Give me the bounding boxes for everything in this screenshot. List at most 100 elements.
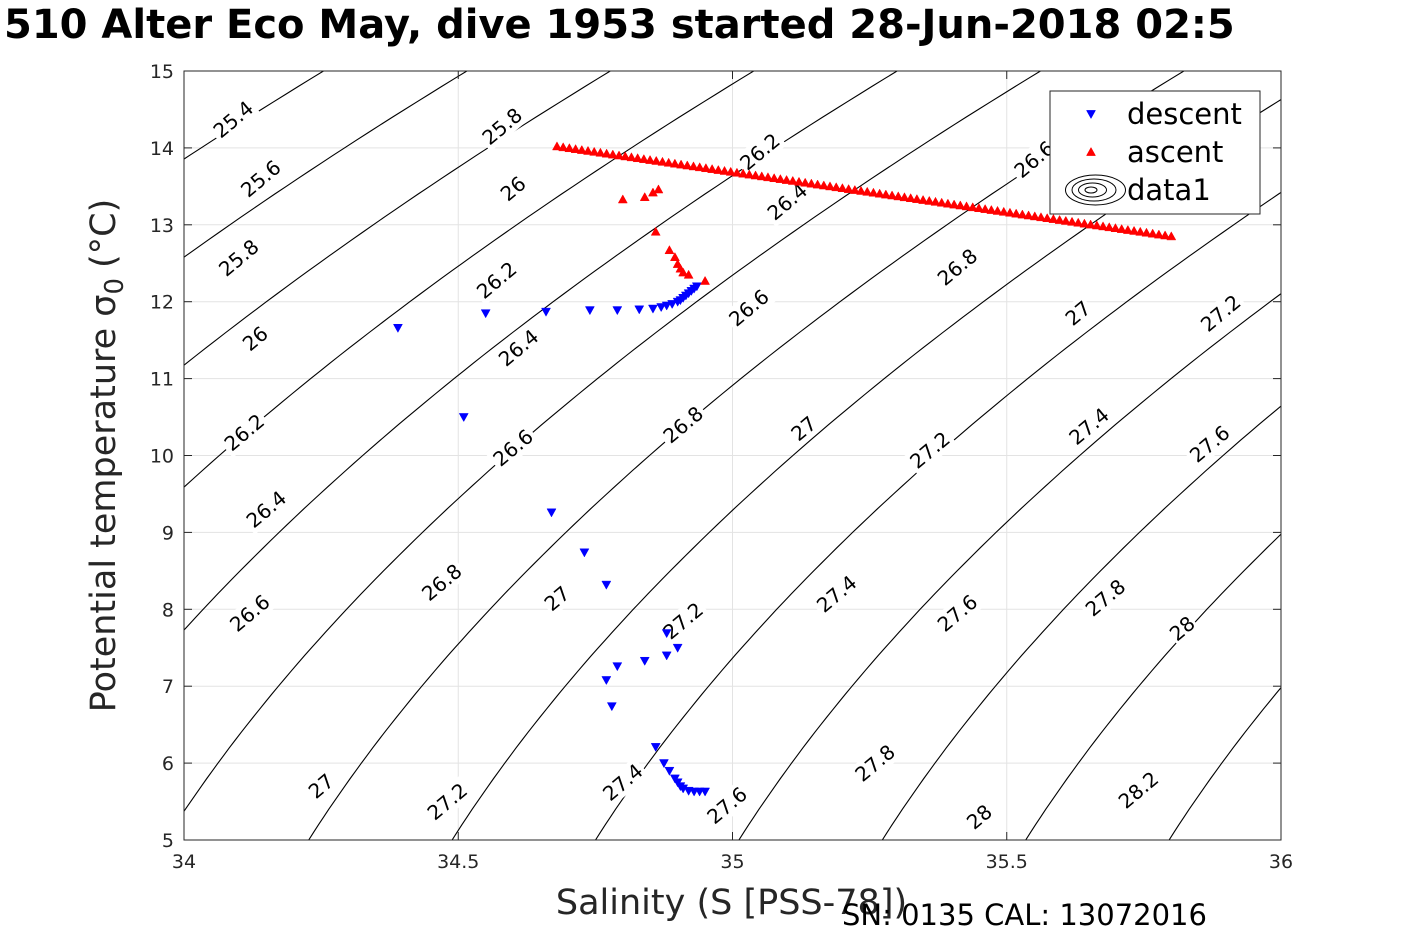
contour-line (1168, 686, 1281, 840)
contour-label: 28 (1163, 610, 1201, 647)
descent-point (700, 787, 710, 797)
ascent-point (961, 201, 972, 211)
contour-label-text: 27 (1061, 296, 1096, 331)
ascent-point (837, 183, 848, 193)
ascent-point (818, 180, 829, 190)
contour-line (184, 71, 754, 488)
contour-label: 26 (236, 320, 274, 357)
descent-point (601, 676, 612, 686)
descent-point (650, 743, 661, 752)
ascent-point (719, 165, 730, 175)
chart-title: 510 Alter Eco May, dive 1953 started 28-… (4, 2, 1235, 48)
descent-point (667, 300, 678, 310)
y-tick-label: 14 (150, 138, 174, 160)
contour-label-text: 26 (496, 171, 531, 206)
descent-point (634, 305, 645, 315)
ascent-point (620, 151, 631, 161)
ascent-point (645, 154, 655, 164)
ascent-point (744, 169, 755, 179)
ascent-point (856, 185, 866, 195)
x-tick-label: 36 (1269, 851, 1293, 873)
ascent-point (843, 184, 854, 193)
y-tick-label: 9 (162, 522, 174, 544)
contour-label: 27.2 (656, 595, 710, 647)
legend-contour-marker (1065, 174, 1126, 206)
legend-box (1049, 90, 1261, 215)
ascent-point (880, 189, 891, 199)
contour-label-bg (722, 282, 776, 334)
ascent-point (1005, 207, 1015, 217)
ascent-point (1023, 210, 1034, 220)
contour-label: 27 (538, 580, 576, 617)
ascent-point (607, 149, 618, 159)
contour-label-bg (1163, 610, 1201, 647)
ascent-point (874, 188, 885, 198)
ascent-point (570, 144, 581, 153)
descent-point (541, 307, 551, 317)
legend-ascent-marker (1086, 146, 1096, 156)
x-axis-label: Salinity (S [PSS-78]) (556, 883, 907, 923)
contour-label-bg (236, 320, 274, 357)
ascent-point (868, 187, 879, 197)
descent-point (656, 303, 667, 313)
contour-label: 26.8 (414, 557, 469, 608)
ascent-point (576, 144, 587, 154)
contour-label: 25.4 (206, 94, 261, 145)
ascent-point (669, 252, 680, 261)
ascent-point (676, 159, 687, 169)
contour-label: 25.8 (211, 232, 266, 284)
contour-label-text: 27 (786, 411, 821, 446)
contour-label-bg (733, 126, 787, 178)
ascent-point (1147, 228, 1158, 238)
contour-label-text: 27 (540, 581, 575, 616)
ascent-point (589, 146, 600, 156)
ascent-point (924, 195, 935, 205)
contour-label-bg (1111, 764, 1166, 816)
contour-label-bg (656, 595, 710, 647)
axis-ticks: 34 34.5 35 35.5 36 5 6 7 8 9 10 11 12 13 14 15 (150, 61, 1293, 873)
ascent-point (1122, 224, 1133, 234)
contour-label-bg (222, 587, 277, 639)
ascent-point (1017, 209, 1028, 219)
ascent-point (1166, 231, 1177, 241)
contour-label-bg (1059, 295, 1097, 332)
ascent-point (732, 167, 742, 177)
ascent-point (664, 245, 675, 255)
contour-line (1025, 533, 1281, 840)
descent-point (546, 508, 557, 518)
ascent-point (1067, 216, 1077, 226)
descent-point (612, 662, 623, 672)
contour-label: 26.8 (930, 241, 985, 293)
y-axis-label-subscript: 0 (100, 278, 130, 295)
ascent-point (678, 267, 689, 277)
descent-point (612, 306, 623, 316)
descent-point (648, 304, 658, 314)
legend-label: data1 (1127, 173, 1211, 207)
contour-label-bg (233, 153, 288, 204)
ascent-point (794, 176, 804, 186)
ascent-point (769, 173, 780, 183)
ascent-point (583, 145, 593, 155)
contour-label-bg (656, 399, 710, 451)
contour-label: 27.4 (1062, 401, 1116, 452)
ascent-point (614, 150, 624, 160)
contour-label: 27 (1059, 295, 1097, 332)
contour-label: 26.6 (722, 282, 776, 334)
ascent-point (1036, 212, 1046, 222)
contour-line (184, 71, 611, 366)
contour-line (184, 71, 468, 258)
descent-point (661, 629, 672, 639)
ascent-point (825, 181, 835, 191)
contour-line (308, 71, 1185, 840)
ascent-point (849, 184, 860, 194)
legend-item-descent: descent (1086, 97, 1242, 131)
contour-label-bg (930, 587, 985, 639)
ascent-point (601, 148, 612, 158)
contour-label-bg (930, 241, 985, 293)
contour-label-bg (760, 176, 815, 227)
ascent-point (626, 152, 637, 162)
contour-label: 28.2 (1111, 764, 1166, 816)
ascent-point (911, 194, 922, 203)
ascent-point (738, 168, 749, 178)
